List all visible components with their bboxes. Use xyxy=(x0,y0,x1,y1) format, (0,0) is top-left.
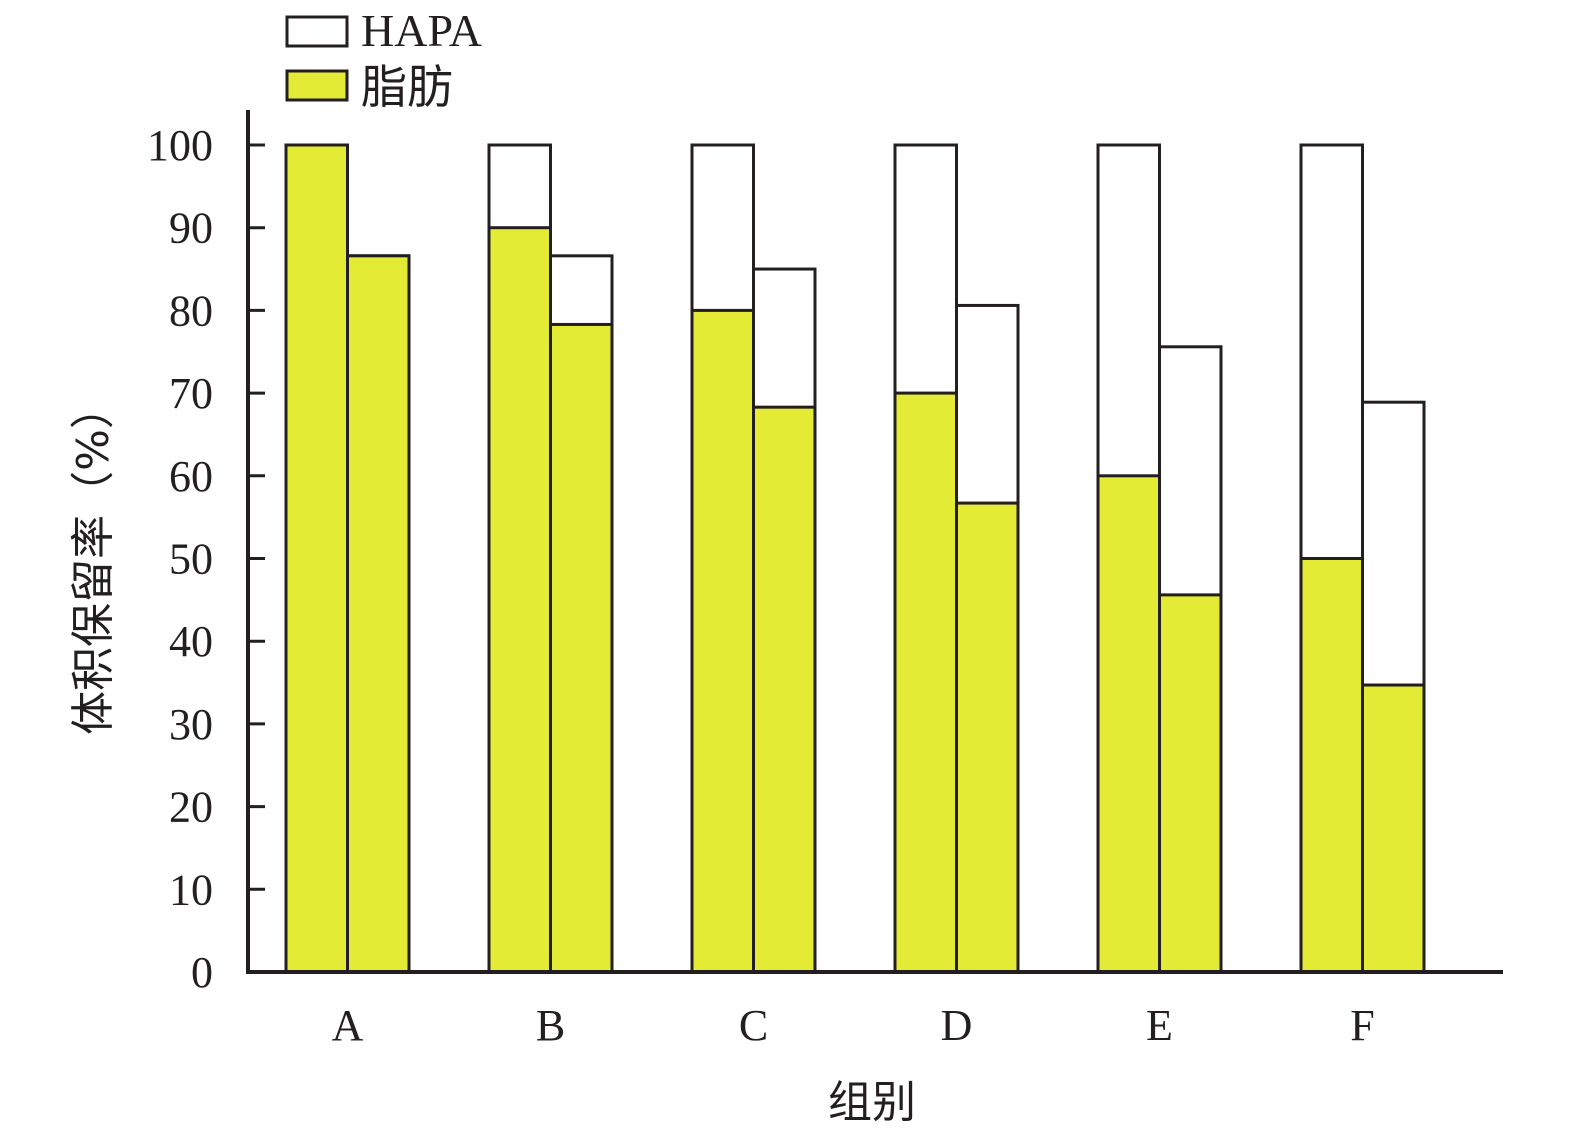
bar-group-b xyxy=(487,143,614,974)
bar-fat-d-2 xyxy=(955,501,1020,974)
legend-label-hapa: HAPA xyxy=(361,5,482,56)
bar-fat-f-2 xyxy=(1361,683,1426,974)
legend-swatch-fat xyxy=(285,69,349,102)
bar-fat-c-2 xyxy=(752,405,817,974)
legend-label-fat: 脂肪 xyxy=(361,62,453,113)
y-tick-label-50: 50 xyxy=(169,535,213,584)
bar-fat-e-1 xyxy=(1096,474,1161,974)
x-tick-label-b: B xyxy=(536,1001,565,1050)
legend-swatch-hapa xyxy=(285,15,349,48)
y-tick-label-70: 70 xyxy=(169,369,213,418)
bar-group-e xyxy=(1096,143,1223,974)
bar-group-f xyxy=(1299,143,1426,974)
bar-fat-f-1 xyxy=(1299,557,1364,974)
axes xyxy=(246,110,1503,974)
bar-group-c xyxy=(690,143,817,974)
x-tick-label-c: C xyxy=(739,1001,768,1050)
x-axis-title: 组别 xyxy=(828,1077,916,1128)
legend: HAPA 脂肪 xyxy=(285,5,482,113)
bar-fat-e-2 xyxy=(1158,593,1223,974)
x-tick-label-e: E xyxy=(1146,1001,1173,1050)
y-tick-label-40: 40 xyxy=(169,617,213,666)
y-tick-label-10: 10 xyxy=(169,865,213,914)
bar-fat-c-1 xyxy=(690,308,755,974)
x-ticks: A B C D E F xyxy=(332,1001,1375,1050)
bar-group-d xyxy=(893,143,1020,974)
x-tick-label-d: D xyxy=(941,1001,973,1050)
y-tick-label-100: 100 xyxy=(147,121,213,170)
bar-fat-b-1 xyxy=(487,226,552,974)
x-tick-label-f: F xyxy=(1350,1001,1374,1050)
y-tick-label-20: 20 xyxy=(169,783,213,832)
bar-fat-b-2 xyxy=(549,322,614,974)
bar-fat-d-1 xyxy=(893,391,958,974)
bars xyxy=(284,143,1426,974)
y-tick-label-90: 90 xyxy=(169,204,213,253)
y-tick-label-80: 80 xyxy=(169,286,213,335)
y-ticks: 0 10 20 30 40 50 60 70 80 90 100 xyxy=(147,121,265,997)
y-axis-title: 体积保留率（%） xyxy=(68,385,119,735)
y-tick-label-0: 0 xyxy=(191,948,213,997)
y-tick-label-30: 30 xyxy=(169,700,213,749)
bar-fat-a-2 xyxy=(346,254,411,974)
x-tick-label-a: A xyxy=(332,1001,364,1050)
y-tick-label-60: 60 xyxy=(169,452,213,501)
bar-fat-a-1 xyxy=(284,143,349,974)
bar-group-a xyxy=(284,143,411,974)
